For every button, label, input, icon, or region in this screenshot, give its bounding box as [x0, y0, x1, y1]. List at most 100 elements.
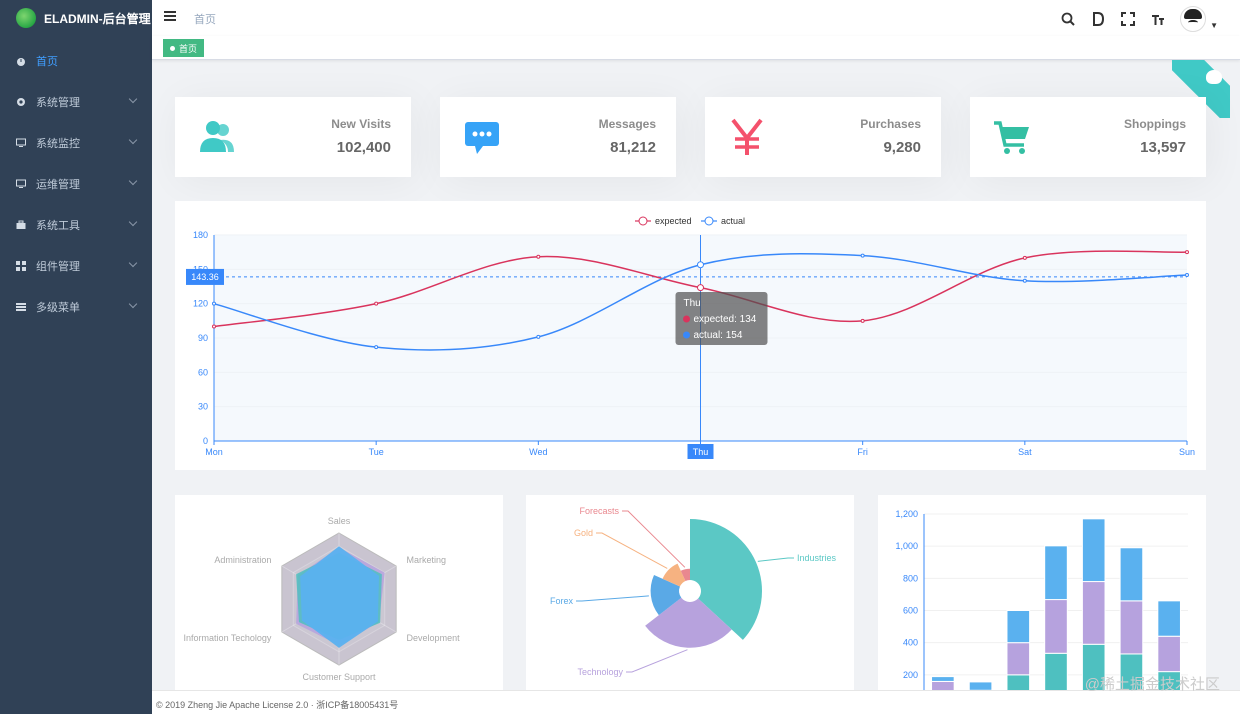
radar-indicator-label: Administration [214, 555, 271, 565]
sidebar-item-ops[interactable]: 运维管理 [0, 163, 152, 204]
card-title: Messages [598, 117, 656, 131]
card-messages[interactable]: Messages 81,212 [440, 97, 676, 177]
avatar[interactable] [1180, 6, 1207, 32]
brand[interactable]: ELADMIN-后台管理 [0, 0, 152, 36]
bar-chart[interactable]: 200 400 600 800 1,000 1,200 [878, 495, 1206, 708]
y-tick-label: 0 [203, 436, 208, 446]
sidebar-item-label: 首页 [36, 55, 58, 68]
chevron-down-icon [128, 217, 138, 227]
pie-label: Technology [577, 667, 623, 677]
dashboard-icon [16, 56, 26, 66]
bar-segment [1081, 518, 1106, 583]
sidebar-item-home[interactable]: 首页 [0, 40, 152, 81]
radar-series-area [300, 546, 380, 648]
bar-segment [1044, 545, 1068, 601]
chevron-down-icon [128, 176, 138, 186]
x-tick-label: Sun [1179, 447, 1195, 457]
bar-segment [931, 680, 955, 695]
navbar: 首页 ▼ [152, 0, 1240, 36]
data-point-actual [536, 334, 541, 339]
bar-segment [1006, 610, 1031, 644]
data-point-expected [860, 318, 865, 323]
font-size-icon[interactable] [1150, 11, 1166, 27]
bar-segment [1081, 581, 1106, 645]
breadcrumb[interactable]: 首页 [194, 14, 216, 26]
data-point-expected [1022, 255, 1027, 260]
app-name: ELADMIN-后台管理 [44, 11, 151, 26]
bar-segment [1157, 600, 1181, 637]
bar-segment [1006, 674, 1031, 708]
y-tick-label: 600 [903, 606, 918, 616]
y-tick-label: 400 [903, 638, 918, 648]
bar-segment [1119, 600, 1144, 655]
crosshair-label: 143.36 [191, 272, 219, 282]
bar-segment [968, 681, 993, 691]
bar-segment [1044, 652, 1068, 708]
footer: © 2019 Zheng Jie Apache License 2.0 · 浙I… [152, 690, 1240, 714]
x-tick-label: Fri [857, 447, 868, 457]
line-chart[interactable]: 0306090120150180MonTueWedThuFriSatSun143… [175, 201, 1206, 470]
sidebar-item-system[interactable]: 系统管理 [0, 81, 152, 122]
hamburger-icon[interactable] [164, 11, 176, 23]
search-icon[interactable] [1060, 11, 1076, 27]
card-new-visits[interactable]: New Visits 102,400 [175, 97, 411, 177]
chevron-down-icon [128, 258, 138, 268]
card-value: 13,597 [1140, 139, 1186, 156]
data-point-expected [374, 301, 379, 306]
bar-chart-panel: 200 400 600 800 1,000 1,200 [878, 495, 1206, 708]
tags-view: 首页 [152, 36, 1240, 60]
pie-slice-forex [650, 574, 682, 616]
y-tick-label: 120 [193, 299, 208, 309]
card-title: Purchases [860, 117, 921, 131]
tag-home[interactable]: 首页 [163, 39, 205, 57]
radar-chart[interactable]: Sales Marketing Development Customer Suppor… [175, 495, 503, 690]
sidebar-item-label: 系统监控 [36, 137, 80, 150]
data-point-expected [1185, 250, 1189, 255]
tooltip-line: actual: 154 [694, 330, 743, 341]
toolbox-icon [16, 220, 26, 230]
pie-label-line [596, 532, 668, 569]
pie-slice-technology [645, 597, 732, 648]
line-chart-panel: 0306090120150180MonTueWedThuFriSatSun143… [175, 201, 1206, 470]
pie-label-line [757, 557, 794, 562]
x-tick-label: Thu [693, 447, 709, 457]
y-tick-label: 1,000 [895, 541, 918, 551]
radar-indicator-label: Customer Support [302, 672, 376, 682]
pie-slice-forecasts [680, 568, 690, 581]
pie-chart-panel: Industries Technology Forex Gold Forecasts [526, 495, 854, 690]
data-point-expected [536, 254, 541, 259]
sidebar-item-tools[interactable]: 系统工具 [0, 204, 152, 245]
card-title: New Visits [331, 117, 391, 131]
tooltip-title: Thu [684, 298, 701, 309]
x-tick-label: Tue [369, 447, 384, 457]
card-purchases[interactable]: Purchases 9,280 [705, 97, 941, 177]
navbar-right: ▼ [1060, 6, 1218, 32]
radar-indicator-label: Development [407, 633, 461, 643]
sidebar-item-components[interactable]: 组件管理 [0, 245, 152, 286]
sidebar-menu: 首页 系统管理 系统监控 运维管理 系统工具 [0, 40, 152, 327]
sidebar-item-nested[interactable]: 多级菜单 [0, 286, 152, 327]
legend-marker [638, 216, 648, 226]
y-tick-label: 30 [198, 402, 208, 412]
crosshair-label-bg [186, 268, 224, 285]
logo-icon [16, 8, 36, 28]
fullscreen-icon[interactable] [1120, 11, 1136, 27]
pie-label: Industries [797, 553, 837, 563]
sidebar-item-monitor[interactable]: 系统监控 [0, 122, 152, 163]
bar-segment [1044, 599, 1068, 654]
pie-chart[interactable]: Industries Technology Forex Gold Forecasts [526, 495, 854, 690]
card-shoppings[interactable]: Shoppings 13,597 [970, 97, 1206, 177]
pie-label: Forecasts [579, 506, 619, 516]
docs-icon[interactable] [1090, 11, 1106, 27]
github-corner[interactable] [1172, 60, 1230, 118]
y-tick-label: 1,200 [895, 509, 918, 519]
card-value: 81,212 [610, 139, 656, 156]
radar-indicator-label: Marketing [407, 555, 447, 565]
radar-indicator-label: Sales [328, 516, 351, 526]
chevron-down-icon [128, 299, 138, 309]
legend-label: expected [655, 216, 692, 226]
data-point-actual [1022, 278, 1027, 283]
watermark: @稀土掘金技术社区 [1084, 676, 1220, 693]
bar-segment [1157, 635, 1181, 673]
caret-down-icon[interactable]: ▼ [1210, 20, 1218, 30]
